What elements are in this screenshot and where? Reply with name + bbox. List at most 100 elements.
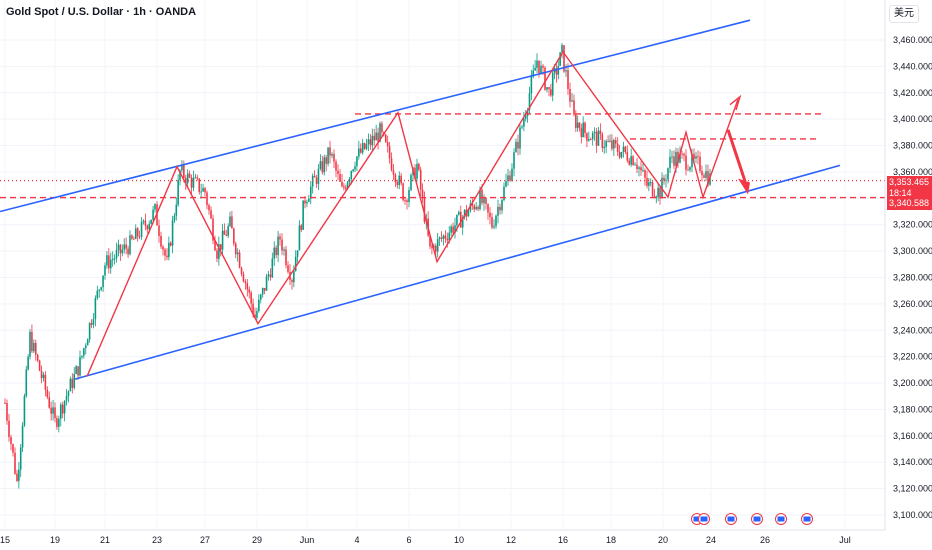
candle-body	[188, 173, 191, 178]
candle-body	[458, 211, 460, 215]
candle-body	[626, 152, 629, 161]
candle-body	[394, 174, 397, 183]
candle-body	[436, 239, 439, 252]
candle-body	[204, 188, 206, 193]
candle-body	[487, 203, 489, 213]
candle-body	[679, 153, 681, 163]
candle-body	[483, 198, 485, 204]
candle-body	[56, 418, 58, 427]
candle-body	[121, 249, 124, 254]
candle-body	[673, 156, 675, 166]
candle-body	[29, 331, 31, 357]
candle-body	[350, 171, 353, 180]
candle-body	[69, 378, 72, 392]
candle-body	[27, 356, 29, 370]
candle-body	[534, 67, 536, 71]
candle-body	[48, 397, 51, 408]
candle-body	[323, 157, 326, 173]
candle-body	[140, 221, 143, 237]
candle-body	[649, 182, 652, 184]
candle-body	[18, 469, 20, 481]
projection-arrow-head	[738, 178, 750, 195]
candle-body	[611, 140, 613, 149]
candle-body	[218, 244, 220, 259]
candle-body	[605, 141, 607, 147]
candle-body	[337, 170, 339, 174]
candle-body	[628, 160, 631, 165]
candle-body	[269, 274, 272, 278]
current-price-tag: 3,353.465 18:14	[887, 176, 932, 200]
candle-body	[601, 133, 604, 149]
candle-body	[701, 171, 703, 176]
candle-body	[446, 238, 449, 241]
candle-body	[548, 87, 550, 90]
candle-body	[582, 122, 584, 137]
y-tick-label: 3,460.000	[893, 35, 932, 45]
candle-body	[386, 142, 389, 147]
candle-body	[133, 238, 135, 240]
y-tick-label: 3,300.000	[893, 246, 932, 256]
candle-body	[202, 188, 204, 192]
candle-body	[546, 87, 548, 90]
candle-body	[109, 259, 112, 269]
candle-body	[129, 235, 131, 255]
candle-body	[481, 189, 483, 204]
candle-body	[576, 122, 579, 128]
candle-body	[86, 339, 89, 346]
candle-body	[607, 141, 609, 143]
candle-body	[404, 200, 406, 202]
candle-body	[175, 204, 178, 216]
candle-body	[433, 245, 435, 248]
candle-body	[38, 360, 41, 371]
current-price: 3,353.465	[889, 177, 930, 187]
candle-body	[321, 161, 324, 173]
candle-body	[261, 287, 264, 295]
candle-body	[431, 246, 433, 248]
candle-body	[377, 132, 379, 142]
candle-body	[396, 182, 399, 186]
candle-body	[333, 153, 335, 162]
candle-body	[467, 210, 470, 217]
candle-body	[79, 357, 81, 376]
candle-body	[591, 133, 594, 140]
candle-body	[206, 192, 208, 206]
candle-body	[475, 206, 477, 210]
candle-body	[208, 205, 210, 211]
candle-body	[150, 219, 152, 224]
candle-body	[479, 189, 481, 210]
candle-body	[179, 170, 181, 180]
candle-body	[597, 130, 600, 146]
candle-body	[331, 153, 333, 156]
candle-body	[52, 407, 54, 414]
candle-body	[663, 177, 665, 181]
candle-body	[571, 100, 573, 102]
candle-body	[298, 225, 301, 251]
candle-body	[410, 174, 412, 190]
candle-body	[123, 244, 126, 250]
candle-body	[352, 169, 354, 172]
candle-body	[115, 249, 118, 259]
candle-body	[477, 206, 479, 210]
channel-lower-line	[74, 164, 841, 380]
candle-body	[440, 237, 443, 239]
candle-body	[580, 128, 583, 137]
candle-body	[223, 230, 226, 235]
candle-body	[275, 247, 277, 256]
candle-body	[6, 403, 8, 421]
candle-body	[693, 153, 695, 159]
candle-body	[34, 342, 37, 355]
candle-body	[491, 217, 493, 228]
candle-body	[624, 146, 627, 153]
candle-body	[190, 177, 193, 188]
candle-body	[294, 256, 297, 271]
candle-body	[67, 391, 70, 397]
zigzag-line	[86, 50, 739, 377]
currency-button[interactable]: 美元	[889, 5, 919, 23]
level-price-tag: 3,340.588	[887, 197, 932, 210]
candle-body	[248, 289, 251, 293]
candle-body	[634, 164, 636, 166]
candle-body	[444, 235, 447, 239]
candle-body	[344, 187, 347, 189]
candle-body	[573, 100, 575, 115]
